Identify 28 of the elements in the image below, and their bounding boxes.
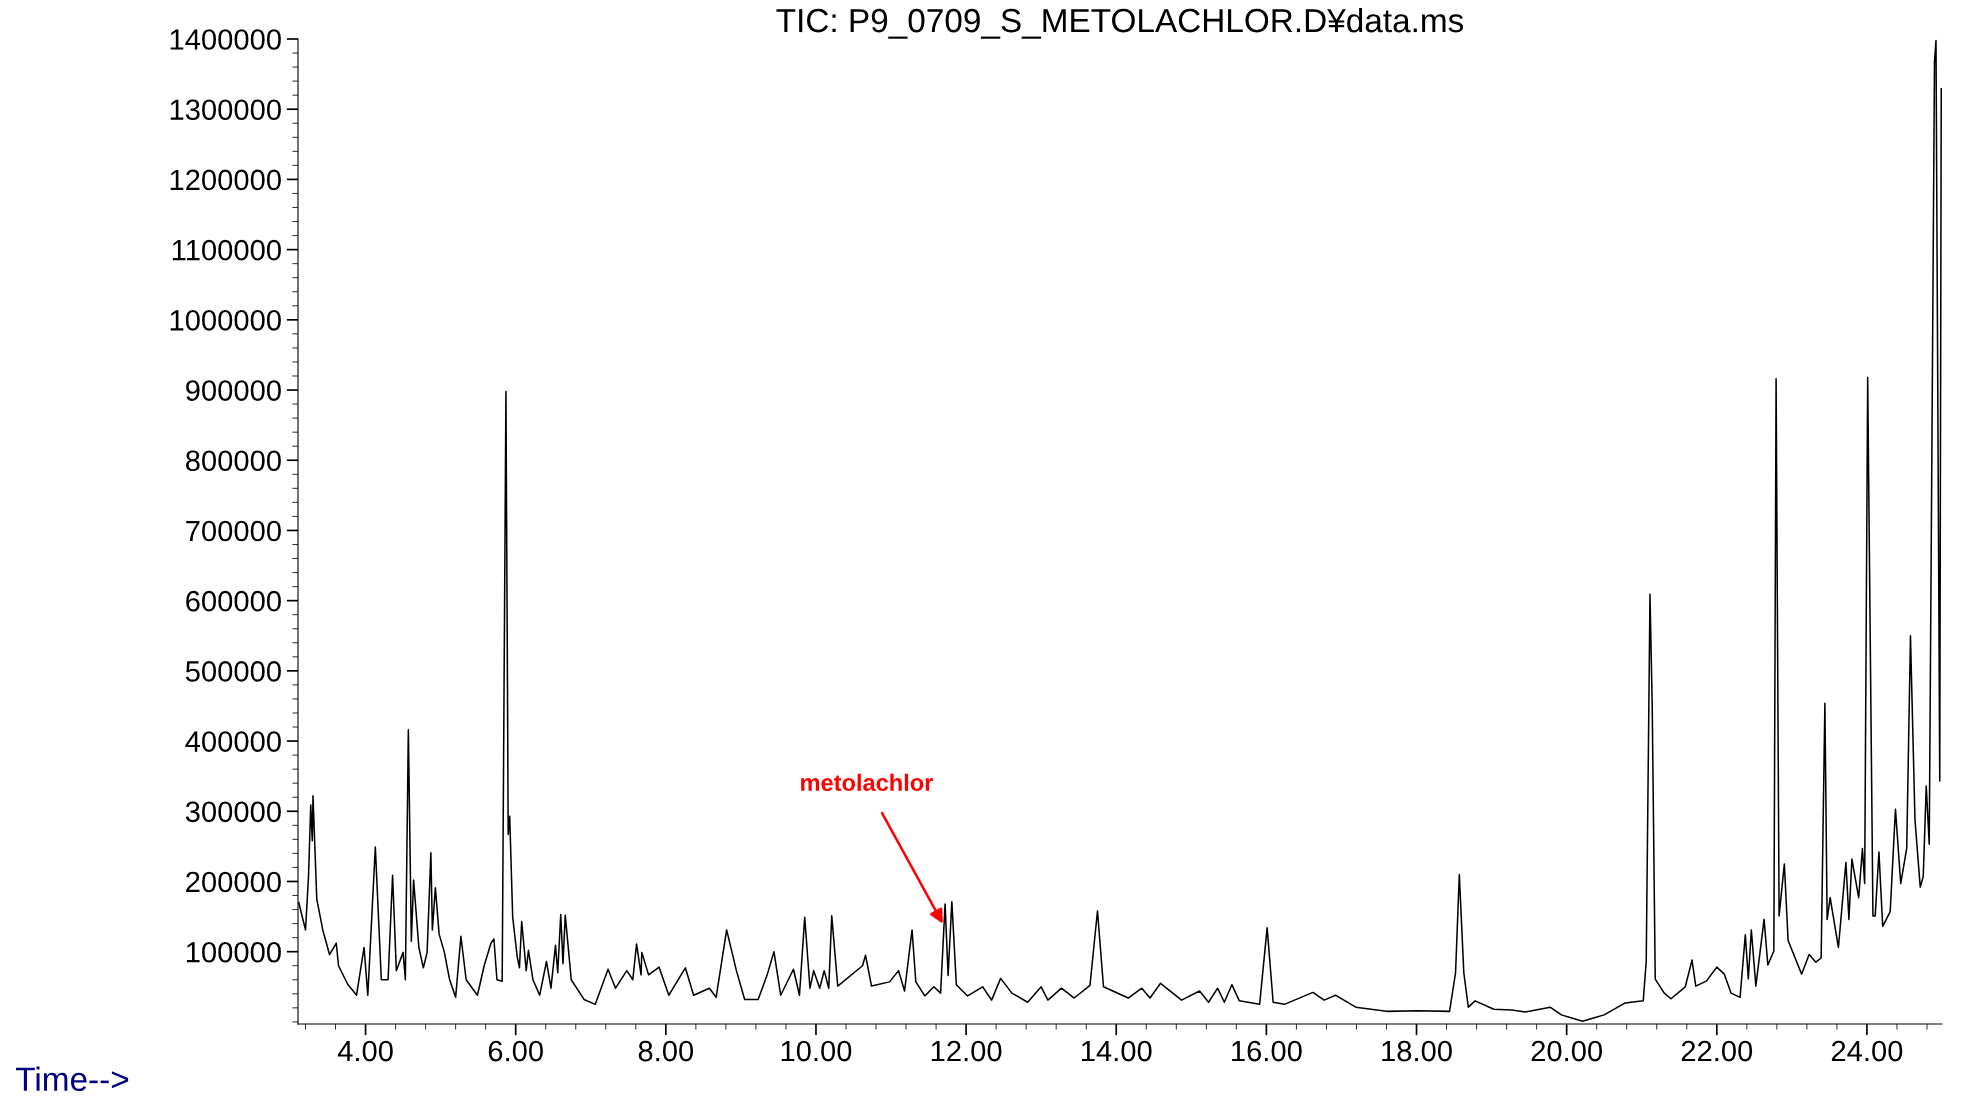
x-tick-label: 14.00 [1081,1040,1152,1062]
y-tick-label: 1300000 [170,99,281,121]
x-tick-label: 12.00 [931,1040,1002,1062]
chart-title: TIC: P9_0709_S_METOLACHLOR.D¥data.ms [776,7,1464,39]
x-tick-label: 10.00 [781,1040,852,1062]
y-tick-label: 200000 [186,871,281,893]
x-tick-label: 20.00 [1531,1040,1603,1062]
x-tick-label: 18.00 [1382,1040,1452,1062]
y-tick-label: 100000 [186,941,281,963]
y-tick-label: 1200000 [170,169,281,191]
x-tick-label: 24.00 [1831,1040,1903,1062]
y-tick-label: 800000 [185,450,281,472]
x-tick-label: 22.00 [1681,1040,1753,1062]
x-tick-label: 6.00 [488,1040,543,1062]
y-tick-label: 1100000 [172,239,281,261]
y-tick-label: 1400000 [170,29,281,50]
y-tick-label: 500000 [185,661,281,682]
y-tick-label: 600000 [186,590,281,612]
annotation: metolachlor [801,773,934,792]
x-tick-label: 8.00 [638,1040,694,1062]
y-tick-label: 1000000 [170,310,281,331]
y-tick-label: 400000 [185,731,281,752]
x-tick-label: 4.00 [337,1040,393,1062]
x-tick-label: 16.00 [1232,1040,1302,1062]
y-tick-label: 700000 [186,520,281,542]
x-axis-title: Time--> [15,1066,129,1092]
y-tick-label: 900000 [186,380,281,401]
y-tick-label: 300000 [185,801,281,823]
